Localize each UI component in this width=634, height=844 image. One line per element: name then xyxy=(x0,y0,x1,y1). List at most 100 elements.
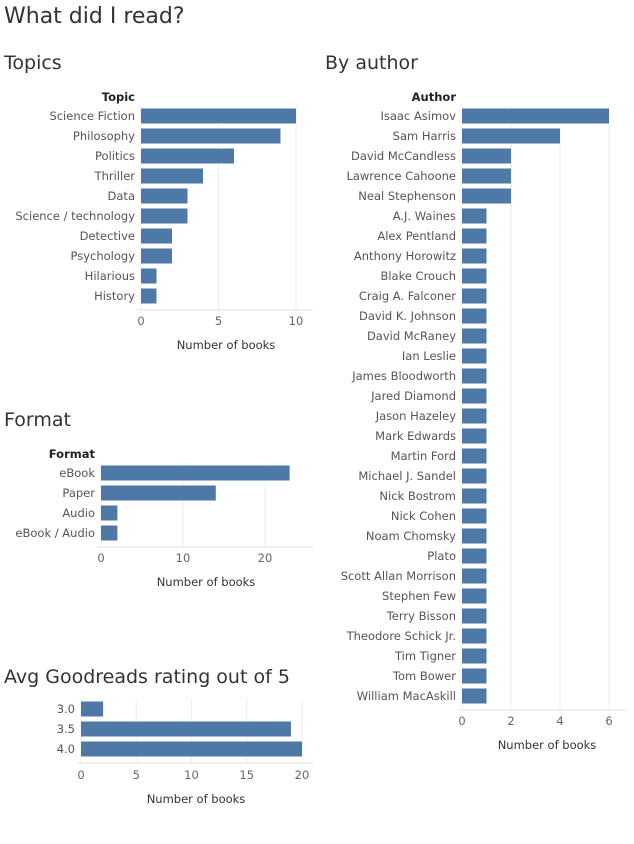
rating-tick-label: 15 xyxy=(239,768,254,782)
author-category-label: Jared Diamond xyxy=(370,389,456,403)
author-category-label: Martin Ford xyxy=(391,449,456,463)
author-category-label: David McCandless xyxy=(351,149,456,163)
rating-bar[interactable] xyxy=(81,721,291,737)
topics-category-label: Philosophy xyxy=(73,129,135,143)
author-bar[interactable] xyxy=(462,148,511,164)
author-axis-title: Number of books xyxy=(498,738,597,752)
format-category-label: eBook / Audio xyxy=(15,526,95,540)
author-category-label: Nick Cohen xyxy=(391,509,456,523)
author-bar[interactable] xyxy=(462,108,609,124)
author-bar[interactable] xyxy=(462,308,487,324)
author-tick-label: 2 xyxy=(507,714,514,728)
topics-bar[interactable] xyxy=(141,288,157,304)
author-tick-label: 6 xyxy=(605,714,612,728)
author-bar[interactable] xyxy=(462,408,487,424)
author-bar[interactable] xyxy=(462,668,487,684)
author-bar[interactable] xyxy=(462,168,511,184)
author-category-label: Scott Allan Morrison xyxy=(341,569,456,583)
author-bar[interactable] xyxy=(462,608,487,624)
author-bar[interactable] xyxy=(462,388,487,404)
topics-category-label: Politics xyxy=(95,149,135,163)
format-axis-title: Number of books xyxy=(157,575,256,589)
topics-bar[interactable] xyxy=(141,108,296,124)
topics-bar[interactable] xyxy=(141,148,234,164)
topics-category-label: History xyxy=(94,289,135,303)
topics-category-label: Thriller xyxy=(94,169,136,183)
author-bar[interactable] xyxy=(462,128,560,144)
format-bar[interactable] xyxy=(101,485,216,501)
format-bar[interactable] xyxy=(101,525,118,541)
author-category-label: Isaac Asimov xyxy=(380,109,456,123)
author-title: By author xyxy=(325,52,418,74)
author-category-label: Anthony Horowitz xyxy=(354,249,456,263)
format-bar[interactable] xyxy=(101,505,118,521)
author-bar[interactable] xyxy=(462,288,487,304)
author-bar[interactable] xyxy=(462,688,487,704)
format-bar[interactable] xyxy=(101,465,290,481)
author-bar[interactable] xyxy=(462,428,487,444)
author-category-label: Lawrence Cahoone xyxy=(346,169,456,183)
rating-category-label: 3.0 xyxy=(57,702,75,716)
author-bar[interactable] xyxy=(462,368,487,384)
page-title: What did I read? xyxy=(4,4,185,29)
rating-category-label: 3.5 xyxy=(57,722,75,736)
author-bar[interactable] xyxy=(462,528,487,544)
author-bar[interactable] xyxy=(462,628,487,644)
author-tick-label: 4 xyxy=(556,714,563,728)
author-bar[interactable] xyxy=(462,588,487,604)
author-bar[interactable] xyxy=(462,348,487,364)
author-category-label: Stephen Few xyxy=(382,589,456,603)
author-bar[interactable] xyxy=(462,548,487,564)
topics-bar[interactable] xyxy=(141,128,281,144)
topics-bar[interactable] xyxy=(141,228,172,244)
author-bar[interactable] xyxy=(462,228,487,244)
author-bar[interactable] xyxy=(462,448,487,464)
author-category-label: David McRaney xyxy=(367,329,456,343)
format-tick-label: 0 xyxy=(97,551,104,565)
author-category-label: Nick Bostrom xyxy=(379,489,456,503)
format-tick-label: 10 xyxy=(176,551,191,565)
author-category-label: Theodore Schick Jr. xyxy=(346,629,456,643)
rating-axis-title: Number of books xyxy=(147,792,246,806)
author-bar[interactable] xyxy=(462,488,487,504)
rating-bar[interactable] xyxy=(81,741,302,757)
topics-category-label: Data xyxy=(108,189,135,203)
topics-category-label: Science Fiction xyxy=(49,109,135,123)
author-category-label: Terry Bisson xyxy=(386,609,456,623)
topics-tick-label: 10 xyxy=(289,314,304,328)
author-category-label: William MacAskill xyxy=(357,689,456,703)
topics-bar[interactable] xyxy=(141,168,203,184)
topics-axis-title: Number of books xyxy=(177,338,276,352)
rating-tick-label: 0 xyxy=(77,768,84,782)
topics-category-label: Science / technology xyxy=(15,209,135,223)
format-category-label: Paper xyxy=(62,486,95,500)
author-category-header: Author xyxy=(412,90,457,104)
author-bar[interactable] xyxy=(462,648,487,664)
rating-bar[interactable] xyxy=(81,701,104,717)
author-category-label: Jason Hazeley xyxy=(375,409,456,423)
author-bar[interactable] xyxy=(462,208,487,224)
author-bar[interactable] xyxy=(462,468,487,484)
topics-category-label: Hilarious xyxy=(85,269,135,283)
topics-tick-label: 5 xyxy=(215,314,222,328)
author-bar[interactable] xyxy=(462,268,487,284)
topics-bar[interactable] xyxy=(141,188,188,204)
format-category-label: eBook xyxy=(59,466,95,480)
rating-title: Avg Goodreads rating out of 5 xyxy=(4,666,290,688)
author-bar[interactable] xyxy=(462,328,487,344)
author-bar[interactable] xyxy=(462,508,487,524)
author-category-label: Mark Edwards xyxy=(375,429,456,443)
author-category-label: Ian Leslie xyxy=(402,349,456,363)
topics-bar[interactable] xyxy=(141,248,172,264)
author-bar[interactable] xyxy=(462,188,511,204)
author-bar[interactable] xyxy=(462,248,487,264)
topics-bar[interactable] xyxy=(141,268,157,284)
author-category-label: Neal Stephenson xyxy=(358,189,456,203)
author-category-label: Michael J. Sandel xyxy=(358,469,456,483)
author-category-label: Craig A. Falconer xyxy=(359,289,456,303)
author-category-label: James Bloodworth xyxy=(351,369,456,383)
topics-bar[interactable] xyxy=(141,208,188,224)
author-category-label: Blake Crouch xyxy=(380,269,456,283)
author-bar[interactable] xyxy=(462,568,487,584)
